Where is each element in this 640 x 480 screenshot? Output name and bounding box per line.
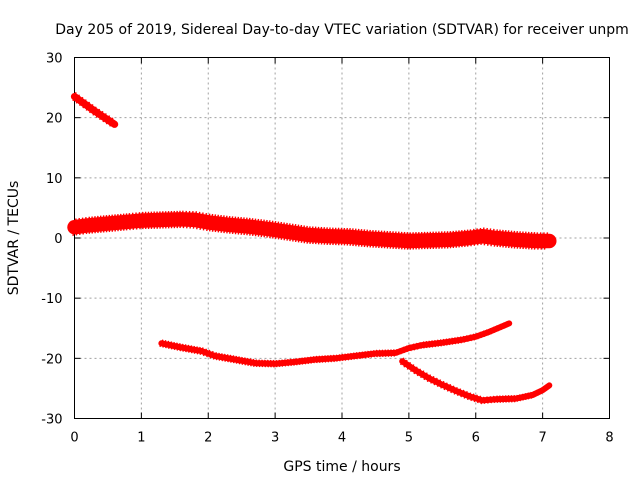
- x-tick-label: 7: [538, 431, 546, 446]
- x-axis-label: GPS time / hours: [283, 459, 400, 475]
- x-tick-label: 2: [204, 431, 212, 446]
- x-tick-label: 0: [70, 431, 78, 446]
- y-tick-label: -20: [41, 352, 62, 367]
- y-tick-label: 20: [46, 112, 63, 127]
- chart-title: Day 205 of 2019, Sidereal Day-to-day VTE…: [55, 22, 629, 38]
- sdtvar-chart: 0 1 2 3 4 5 6 7 8 -30 -20 -10 0 10 20 30 Day 205 of 201…: [0, 0, 640, 480]
- y-tick-label: 0: [54, 232, 62, 247]
- y-tick-label: -30: [41, 413, 62, 428]
- x-tick-label: 3: [271, 431, 279, 446]
- x-tick-label: 1: [137, 431, 145, 446]
- y-axis-label: SDTVAR / TECUs: [6, 181, 22, 296]
- y-tick-label: 30: [46, 52, 63, 67]
- x-tick-label: 4: [338, 431, 346, 446]
- x-tick-label: 6: [472, 431, 480, 446]
- x-tick-label: 5: [405, 431, 413, 446]
- y-tick-label: -10: [41, 292, 62, 307]
- x-tick-label: 8: [605, 431, 613, 446]
- y-tick-label: 10: [46, 172, 63, 187]
